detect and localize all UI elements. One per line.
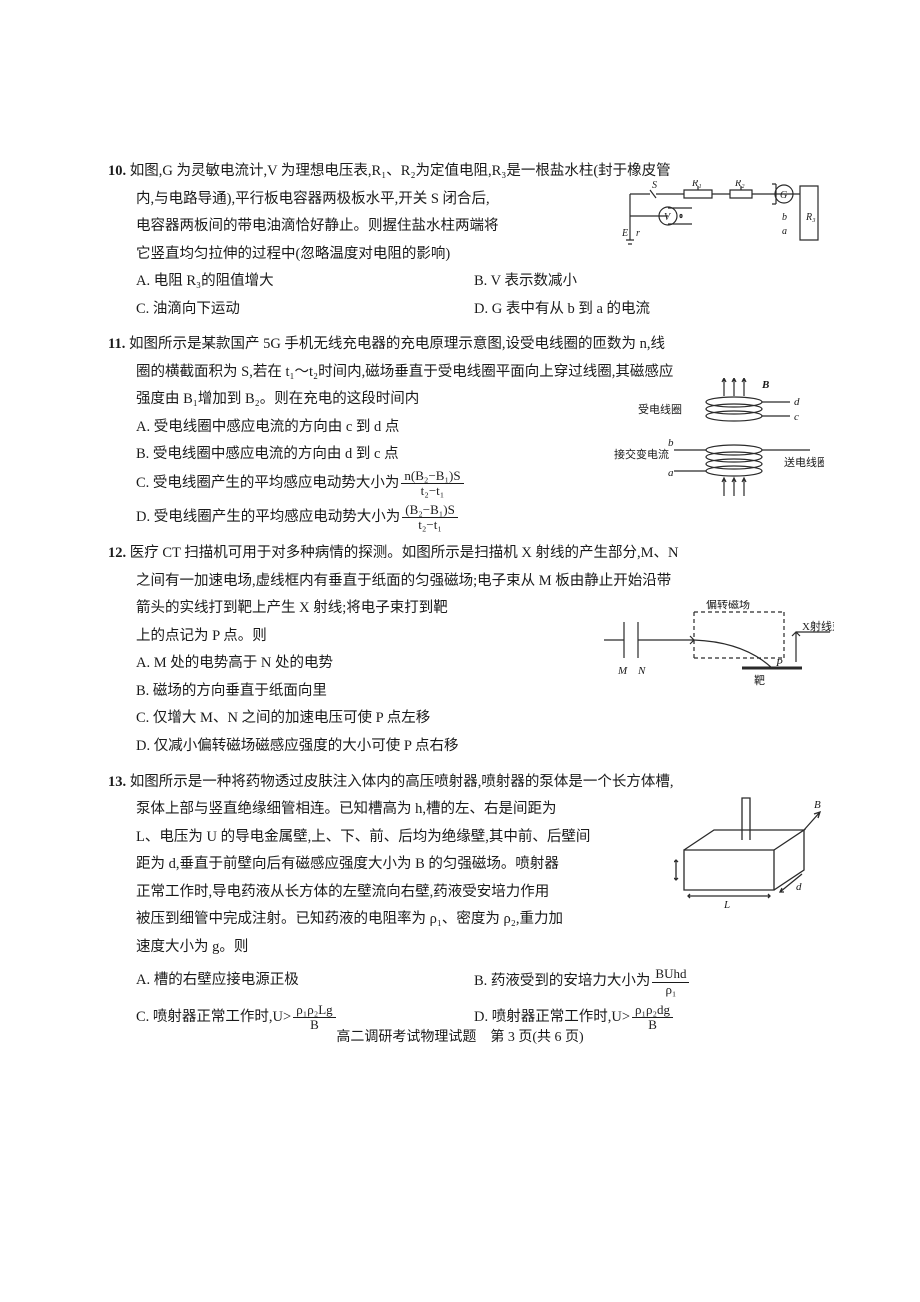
page-footer: 高二调研考试物理试题 第 3 页(共 6 页) bbox=[0, 1025, 920, 1052]
svg-text:b: b bbox=[782, 212, 787, 223]
svg-text:L: L bbox=[723, 899, 730, 910]
svg-text:B: B bbox=[814, 799, 821, 811]
q10-number: 10. bbox=[108, 163, 126, 179]
svg-text:a: a bbox=[668, 467, 674, 479]
svg-text:偏转磁场: 偏转磁场 bbox=[706, 600, 750, 611]
q12-stem-line1: 医疗 CT 扫描机可用于对多种病情的探测。如图所示是扫描机 X 射线的产生部分,… bbox=[130, 545, 679, 561]
q13-figure: B h L d bbox=[674, 790, 824, 910]
q11-figure: B dc b a 受电线圈送电线圈 接交变电流 bbox=[614, 378, 824, 498]
q13-optb-text: B. 药液受到的安培力大小为 bbox=[474, 974, 650, 990]
q13-option-a: A. 槽的右壁应接电源正极 bbox=[136, 967, 474, 997]
q12-option-d: D. 仅减小偏转磁场磁感应强度的大小可使 P 点右移 bbox=[108, 733, 812, 761]
svg-text:c: c bbox=[794, 411, 799, 423]
svg-text:N: N bbox=[637, 665, 646, 677]
svg-text:接交变电流: 接交变电流 bbox=[614, 447, 669, 461]
svg-text:S: S bbox=[652, 180, 657, 191]
svg-text:M: M bbox=[617, 665, 628, 677]
svg-text:B: B bbox=[761, 379, 769, 391]
svg-text:P: P bbox=[775, 657, 783, 669]
q10-option-b: B. V 表示数减小 bbox=[474, 268, 812, 296]
q13-stem-line6: 被压到细管中完成注射。已知药液的电阻率为 ρ₁、密度为 ρ₂,重力加 bbox=[108, 906, 812, 934]
q13-stem-line7: 速度大小为 g。则 bbox=[108, 934, 812, 962]
q11-optd-text: D. 受电线圈产生的平均感应电动势大小为 bbox=[136, 509, 400, 525]
q13-option-b: B. 药液受到的安培力大小为BUhdρ₁ bbox=[474, 967, 812, 997]
question-11: 11. 如图所示是某款国产 5G 手机无线充电器的充电原理示意图,设受电线圈的匝… bbox=[108, 331, 812, 532]
q11-number: 11. bbox=[108, 336, 125, 352]
q11-option-d: D. 受电线圈产生的平均感应电动势大小为(B₂−B₁)St₂−t₁ bbox=[108, 503, 812, 533]
q11-optc-text: C. 受电线圈产生的平均感应电动势大小为 bbox=[136, 475, 399, 491]
q10-option-d: D. G 表中有从 b 到 a 的电流 bbox=[474, 296, 812, 324]
q11-optc-fraction: n(B₂−B₁)St₂−t₁ bbox=[401, 469, 463, 499]
svg-text:送电线圈: 送电线圈 bbox=[784, 455, 824, 469]
svg-text:V: V bbox=[664, 212, 672, 223]
q13-optd-text: D. 喷射器正常工作时,U> bbox=[474, 1009, 630, 1025]
q13-number: 13. bbox=[108, 774, 126, 790]
svg-text:R₃: R₃ bbox=[805, 212, 816, 223]
q13-optc-text: C. 喷射器正常工作时,U> bbox=[136, 1009, 291, 1025]
q12-figure: 偏转磁场 X射线束 MN P 靶 bbox=[594, 600, 834, 690]
q10-option-c: C. 油滴向下运动 bbox=[136, 296, 474, 324]
svg-text:b: b bbox=[668, 437, 674, 449]
svg-text:靶: 靶 bbox=[754, 674, 765, 687]
q11-optd-fraction: (B₂−B₁)St₂−t₁ bbox=[402, 503, 458, 533]
question-10: 10. 如图,G 为灵敏电流计,V 为理想电压表,R₁、R₂为定值电阻,R₃是一… bbox=[108, 158, 812, 323]
q12-option-c: C. 仅增大 M、N 之间的加速电压可使 P 点左移 bbox=[108, 705, 812, 733]
svg-text:R₂: R₂ bbox=[734, 180, 745, 189]
q13-optb-fraction: BUhdρ₁ bbox=[652, 967, 689, 997]
q10-figure: S R₁ b R₂ R₃ Er V Ga bbox=[622, 180, 822, 258]
svg-text:受电线圈: 受电线圈 bbox=[638, 402, 682, 416]
q10-stem-line1: 如图,G 为灵敏电流计,V 为理想电压表,R₁、R₂为定值电阻,R₃是一根盐水柱… bbox=[130, 163, 671, 179]
question-13: 13. 如图所示是一种将药物透过皮肤注入体内的高压喷射器,喷射器的泵体是一个长方… bbox=[108, 769, 812, 1033]
question-12: 12. 医疗 CT 扫描机可用于对多种病情的探测。如图所示是扫描机 X 射线的产… bbox=[108, 540, 812, 760]
svg-text:d: d bbox=[794, 396, 800, 408]
q13-stem-line1: 如图所示是一种将药物透过皮肤注入体内的高压喷射器,喷射器的泵体是一个长方体槽, bbox=[130, 774, 674, 790]
q10-option-a: A. 电阻 R₃的阻值增大 bbox=[136, 268, 474, 296]
svg-text:R₁: R₁ bbox=[691, 180, 702, 189]
svg-text:r: r bbox=[636, 228, 640, 239]
svg-text:a: a bbox=[782, 226, 787, 237]
svg-text:E: E bbox=[622, 228, 628, 239]
svg-text:G: G bbox=[780, 190, 787, 201]
svg-text:d: d bbox=[796, 881, 802, 893]
q12-stem-line2: 之间有一加速电场,虚线框内有垂直于纸面的匀强磁场;电子束从 M 板由静止开始沿带 bbox=[108, 568, 812, 596]
q11-stem-line1: 如图所示是某款国产 5G 手机无线充电器的充电原理示意图,设受电线圈的匝数为 n… bbox=[129, 336, 665, 352]
q12-number: 12. bbox=[108, 545, 126, 561]
svg-text:X射线束: X射线束 bbox=[802, 619, 834, 633]
